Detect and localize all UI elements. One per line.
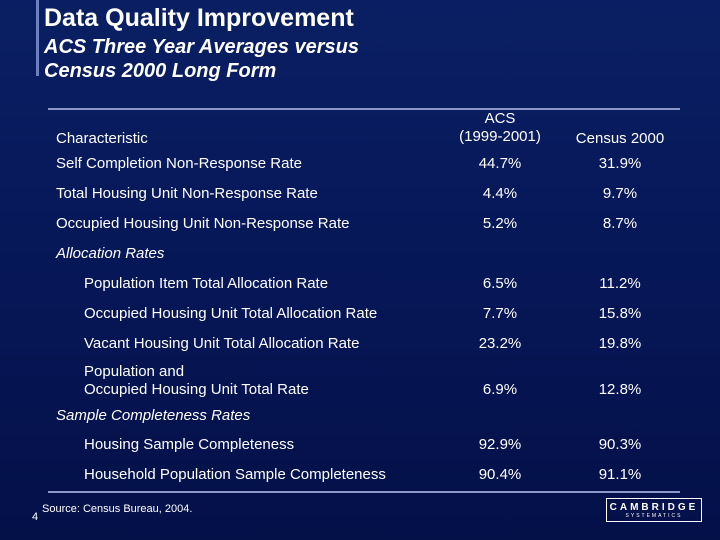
row-label: Vacant Housing Unit Total Allocation Rat… [84, 335, 360, 352]
row-acs-value: 7.7% [482, 305, 518, 322]
row-label: Population Item Total Allocation Rate [84, 275, 329, 292]
row-acs-value: 92.9% [478, 436, 522, 453]
row-acs-value: 6.9% [482, 381, 518, 398]
slide-subtitle: ACS Three Year Averages versus Census 20… [44, 35, 359, 83]
row-acs-value: 23.2% [478, 335, 522, 352]
row-label-line-1: Population and [84, 363, 185, 380]
row-census-value: 90.3% [598, 436, 642, 453]
row-label: Household Population Sample Completeness [84, 466, 386, 483]
row-census-value: 8.7% [602, 215, 638, 232]
row-census-value: 19.8% [598, 335, 642, 352]
row-acs-value: 44.7% [478, 155, 522, 172]
row-label: Population and Occupied Housing Unit Tot… [84, 363, 309, 399]
page-number: 4 [32, 511, 39, 523]
row-label: Occupied Housing Unit Total Allocation R… [84, 305, 378, 322]
subtitle-line-1: ACS Three Year Averages versus [44, 36, 359, 58]
row-label: Self Completion Non-Response Rate [56, 155, 302, 172]
logo-subtitle: SYSTEMATICS [625, 512, 683, 519]
slide-title: Data Quality Improvement [44, 4, 354, 32]
row-acs-value: 90.4% [478, 466, 522, 483]
row-label: Total Housing Unit Non-Response Rate [56, 185, 318, 202]
row-census-value: 91.1% [598, 466, 642, 483]
section-heading-allocation: Allocation Rates [56, 245, 165, 262]
header-acs-line-2: (1999-2001) [459, 128, 541, 145]
section-heading-completeness: Sample Completeness Rates [56, 407, 251, 424]
header-acs: ACS (1999-2001) [440, 110, 560, 146]
header-characteristic: Characteristic [56, 130, 148, 147]
row-label: Housing Sample Completeness [84, 436, 295, 453]
row-acs-value: 5.2% [482, 215, 518, 232]
row-census-value: 9.7% [602, 185, 638, 202]
title-accent-rule [36, 0, 39, 76]
header-census: Census 2000 [575, 130, 665, 147]
row-census-value: 31.9% [598, 155, 642, 172]
source-note: Source: Census Bureau, 2004. [42, 503, 193, 515]
subtitle-line-2: Census 2000 Long Form [44, 60, 277, 82]
row-label: Occupied Housing Unit Non-Response Rate [56, 215, 350, 232]
company-logo: CAMBRIDGE SYSTEMATICS [606, 498, 702, 522]
row-label-line-2: Occupied Housing Unit Total Rate [84, 381, 309, 398]
row-census-value: 15.8% [598, 305, 642, 322]
logo-name: CAMBRIDGE [609, 501, 699, 513]
row-census-value: 12.8% [598, 381, 642, 398]
row-acs-value: 4.4% [482, 185, 518, 202]
row-acs-value: 6.5% [482, 275, 518, 292]
table-bottom-rule [48, 491, 680, 493]
row-census-value: 11.2% [599, 275, 641, 292]
header-acs-line-1: ACS [484, 110, 516, 127]
table-top-rule [48, 108, 680, 110]
